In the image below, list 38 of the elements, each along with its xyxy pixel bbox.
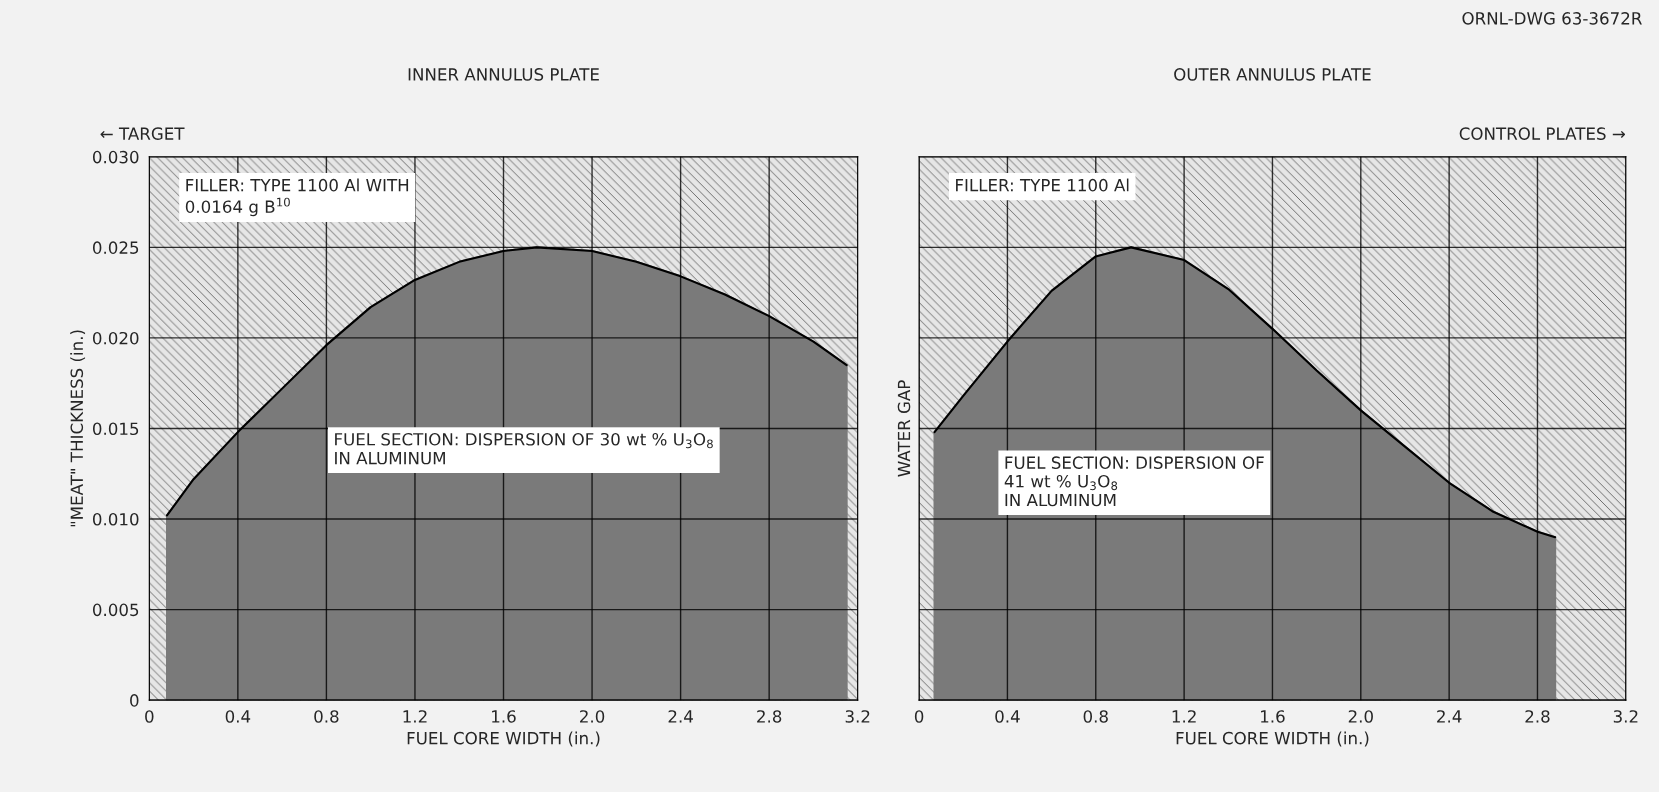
x-tick-label: 1.6: [1261, 710, 1285, 723]
annotation: FILLER: TYPE 1100 Al WITH 0.0164 g B$^{10}$: [185, 178, 409, 217]
x-axis-title: FUEL CORE WIDTH (in.): [1176, 731, 1369, 747]
chart-title: OUTER ANNULUS PLATE: [1174, 68, 1371, 81]
x-tick-label: 1.2: [1172, 710, 1196, 723]
y-axis-title: WATER GAP: [897, 380, 911, 477]
y-tick-label: 0.010: [92, 512, 139, 526]
text: ORNL-DWG 63-3672R: [1462, 12, 1642, 25]
x-tick-label: 2.8: [1525, 710, 1550, 723]
x-tick-label: 1.2: [403, 710, 427, 723]
x-tick-label: 0: [145, 710, 154, 723]
y-tick-label: 0.015: [92, 422, 139, 436]
chart-title: INNER ANNULUS PLATE: [408, 68, 599, 81]
x-tick-label: 3.2: [1613, 710, 1638, 723]
y-tick-label: 0: [130, 694, 139, 707]
text: ← TARGET: [100, 127, 185, 140]
y-tick-label: 0.005: [92, 603, 139, 617]
y-tick-label: 0.020: [92, 331, 139, 345]
x-tick-label: 0.8: [1083, 710, 1108, 723]
x-tick-label: 2.4: [1437, 710, 1462, 723]
x-tick-label: 2.0: [1348, 710, 1373, 723]
x-tick-label: 2.4: [668, 710, 693, 723]
y-tick-label: 0.030: [92, 150, 139, 164]
x-tick-label: 0.4: [995, 710, 1020, 723]
y-axis-title: "MEAT" THICKNESS (in.): [70, 330, 86, 527]
text: FUEL SECTION: DISPERSION OF 30 wt % U$_{3}$O$_{8}$ IN ALUMINUM: [335, 432, 713, 465]
x-axis-title: FUEL CORE WIDTH (in.): [407, 731, 600, 747]
text: CONTROL PLATES →: [1459, 127, 1625, 140]
x-tick-label: 0.4: [225, 710, 251, 723]
x-tick-label: 2.8: [757, 710, 782, 723]
x-tick-label: 2.0: [580, 710, 605, 723]
x-tick-label: 3.2: [845, 710, 870, 723]
x-tick-label: 1.6: [492, 710, 516, 723]
x-tick-label: 0: [914, 710, 924, 723]
annotation: FUEL SECTION: DISPERSION OF 41 wt % U$_{3}$O$_{8}$ IN ALUMINUM: [1004, 456, 1264, 507]
x-tick-label: 0.8: [314, 710, 339, 723]
y-tick-label: 0.025: [92, 241, 139, 254]
annotation: FILLER: TYPE 1100 Al: [956, 178, 1129, 192]
